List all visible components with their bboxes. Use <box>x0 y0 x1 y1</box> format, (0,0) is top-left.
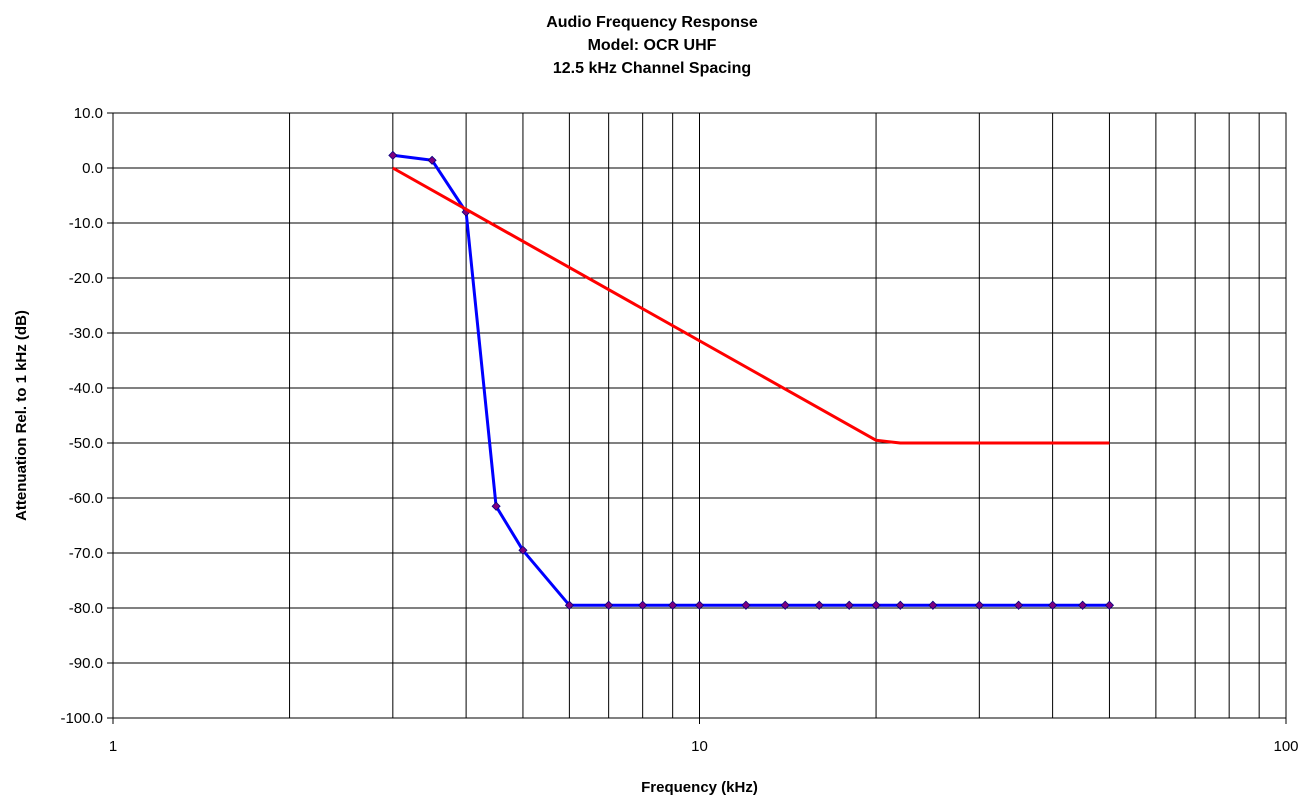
data-point-marker <box>638 600 648 610</box>
chart-title: Audio Frequency Response Model: OCR UHF 12… <box>546 14 758 77</box>
data-point-marker <box>1104 600 1115 610</box>
data-point-marker <box>564 600 574 610</box>
data-point-marker <box>895 600 905 610</box>
data-point-marker <box>604 600 614 610</box>
x-tick-labels: 1 10 100 <box>109 738 1299 755</box>
y-tick-label: -50.0 <box>69 435 103 452</box>
chart-title-line: Model: OCR UHF <box>588 37 717 54</box>
data-point-marker <box>668 600 678 610</box>
data-point-marker <box>928 600 938 610</box>
y-tick-label: -60.0 <box>69 490 103 507</box>
data-point-marker <box>974 600 984 610</box>
data-point-marker <box>741 600 751 610</box>
x-tick-label: 1 <box>109 738 117 755</box>
data-point-marker <box>694 600 705 610</box>
data-point-marker <box>814 600 824 610</box>
data-point-marker <box>1048 600 1058 610</box>
chart-title-line: Audio Frequency Response <box>546 14 758 31</box>
y-tick-label: -30.0 <box>69 325 103 342</box>
series-line-1 <box>392 153 1110 607</box>
data-point-marker <box>844 600 854 610</box>
y-tick-label: -10.0 <box>69 215 103 232</box>
data-point-marker <box>388 150 398 160</box>
series-layer <box>388 150 1115 610</box>
grid-lines <box>113 113 1286 718</box>
series-line-2 <box>392 166 1110 445</box>
y-tick-label: -40.0 <box>69 380 103 397</box>
y-tick-label: 0.0 <box>82 160 103 177</box>
data-point-marker <box>427 155 437 165</box>
y-tick-label: -20.0 <box>69 270 103 287</box>
y-tick-label: -90.0 <box>69 655 103 672</box>
data-point-marker <box>1078 600 1088 610</box>
y-axis-title: Attenuation Rel. to 1 kHz (dB) <box>13 310 30 521</box>
y-tick-labels: 10.0 0.0 -10.0 -20.0 -30.0 -40.0 -50.0 -60.0 -70… <box>60 105 103 727</box>
y-tick-label: -100.0 <box>60 710 103 727</box>
x-tick-label: 10 <box>691 738 708 755</box>
data-point-marker <box>491 501 501 511</box>
data-point-marker <box>871 600 881 610</box>
y-tick-label: -80.0 <box>69 600 103 617</box>
y-tick-label: -70.0 <box>69 545 103 562</box>
data-point-marker <box>1014 600 1024 610</box>
x-axis-title: Frequency (kHz) <box>641 779 758 796</box>
axis-ticks <box>107 112 1287 724</box>
data-point-marker <box>518 545 528 555</box>
y-tick-label: 10.0 <box>74 105 103 122</box>
data-point-marker <box>780 600 790 610</box>
chart-title-line: 12.5 kHz Channel Spacing <box>553 60 751 77</box>
x-tick-label: 100 <box>1273 738 1298 755</box>
